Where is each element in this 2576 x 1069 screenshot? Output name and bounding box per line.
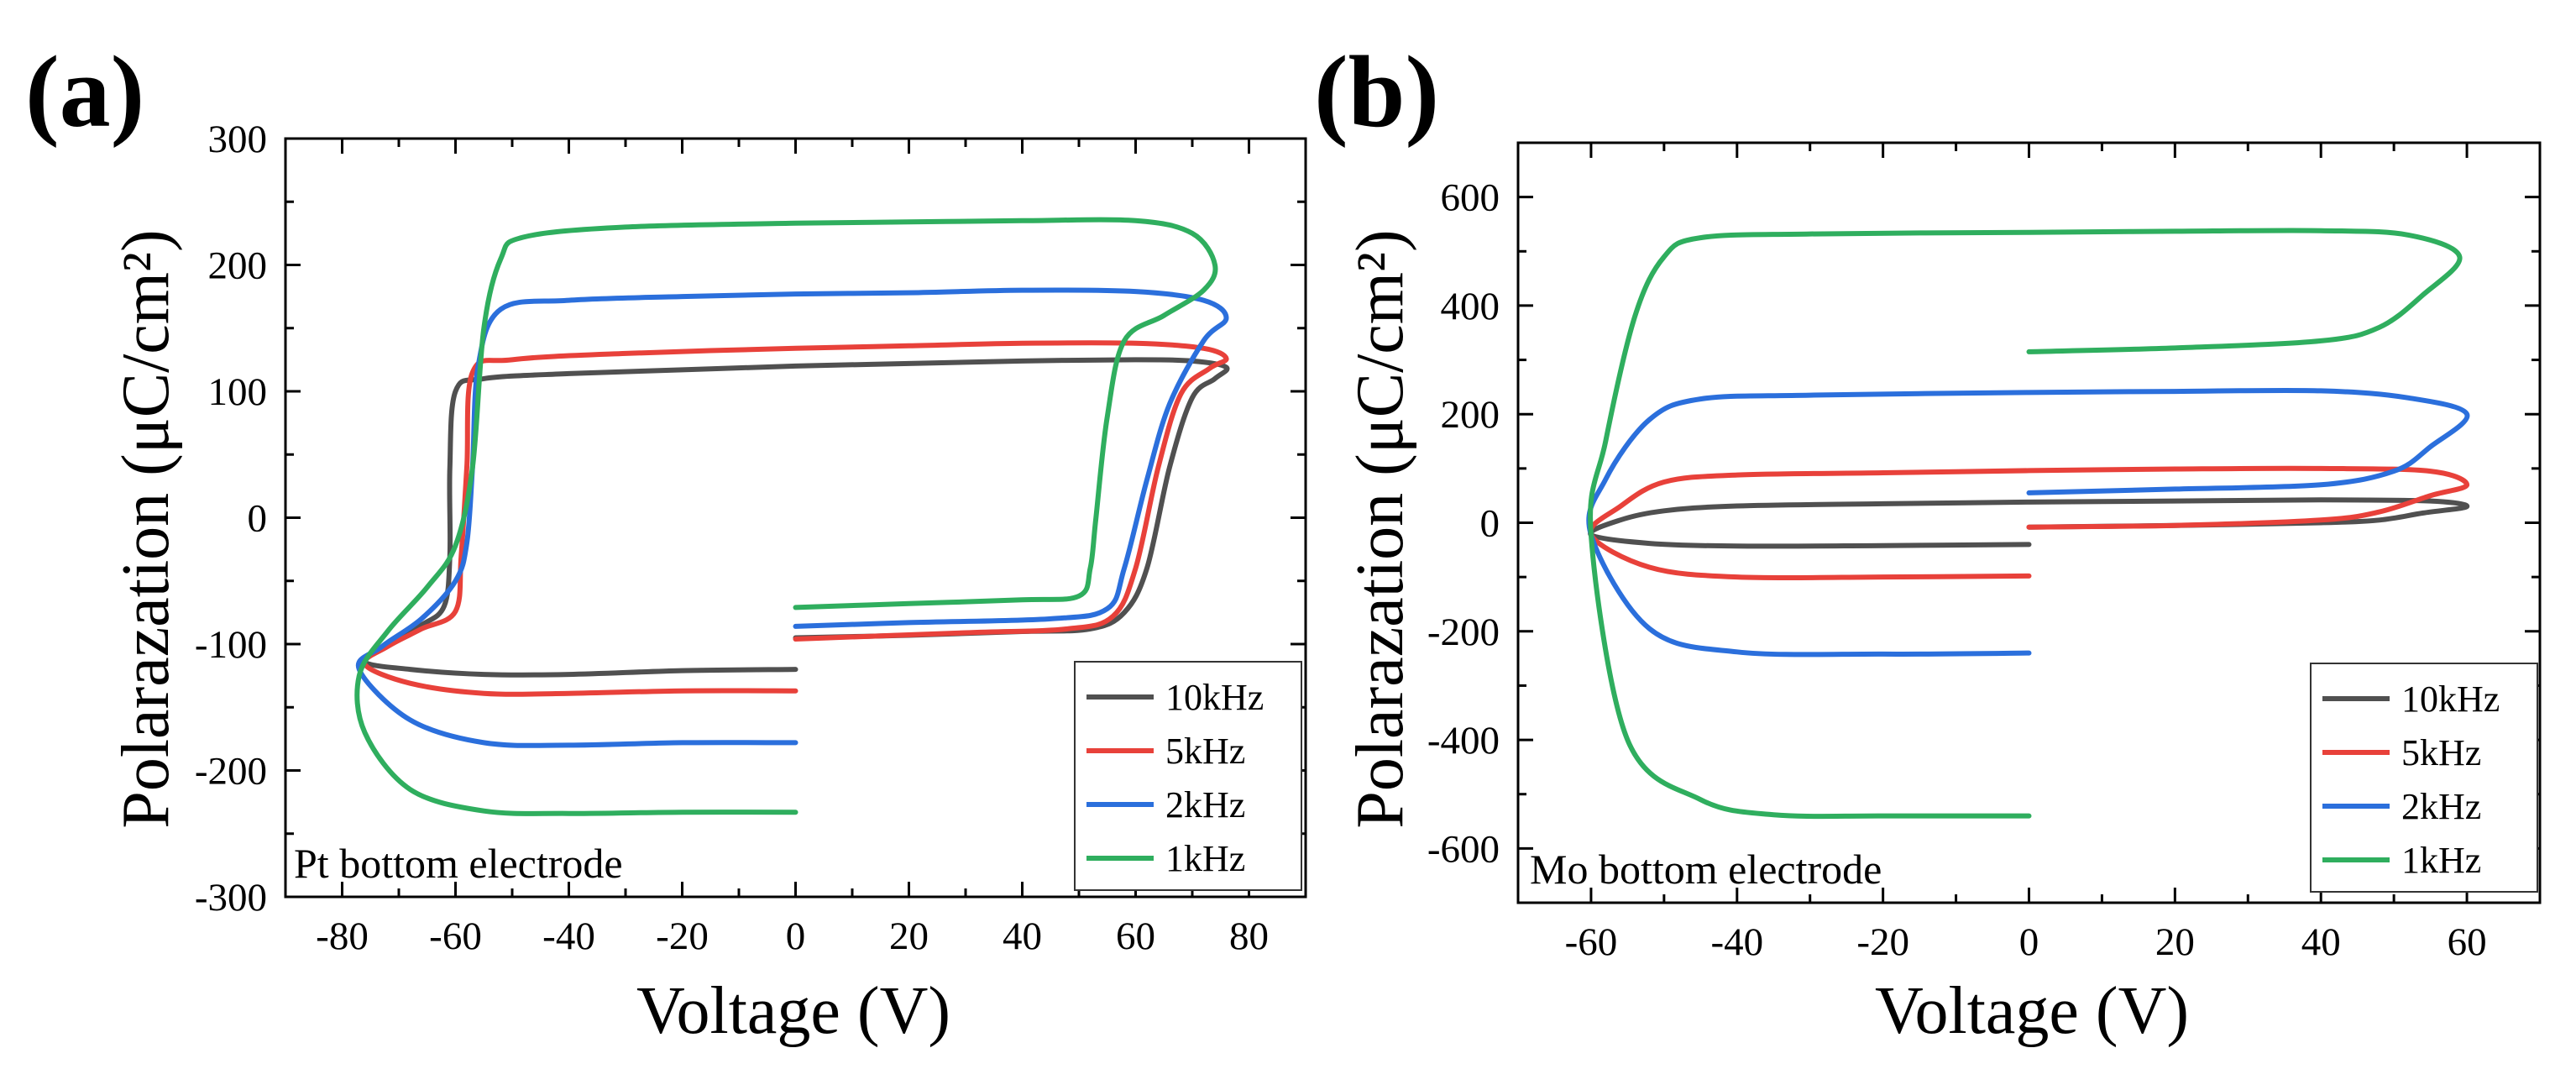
panel-b-legend: 10kHz 5kHz 2kHz 1kHz — [2310, 663, 2538, 893]
panel-b-ytick-label: 0 — [1480, 502, 1500, 546]
panel-b-ytick-label: 400 — [1441, 285, 1500, 328]
panel-a-axes: -80 -60 -40 -20 0 20 40 60 80-300-200-1000100200… — [195, 118, 1307, 958]
panel-b-xtick-label: 40 — [2301, 920, 2341, 964]
panel-a-series-2kHz — [355, 287, 1229, 748]
panel-b-ytick-label: -400 — [1427, 719, 1500, 762]
panel-a-xtick-label: 80 — [1229, 914, 1269, 958]
panel-b-ytick-label: 600 — [1441, 176, 1500, 220]
panel-a-annotation: Pt bottom electrode — [294, 840, 623, 887]
panel-b-legend-label-2kHz: 2kHz — [2401, 786, 2481, 827]
panel-a-series-5kHz — [361, 340, 1229, 697]
panel-a-ytick-label: 0 — [248, 497, 268, 541]
panel-a-series — [354, 217, 1230, 816]
panel-a-ytick-label: 300 — [208, 118, 268, 161]
panel-a-xtick-label: -40 — [542, 914, 595, 958]
panel-b: (b) -60 -40 -20 0 20 40 60-600-400-20002004006… — [1314, 35, 2542, 1048]
panel-a-xtick-label: 0 — [786, 914, 806, 958]
panel-a-xtick-label: 40 — [1003, 914, 1042, 958]
panel-b-xtick-label: 0 — [2019, 920, 2039, 964]
panel-b-series-5kHz — [1588, 465, 2470, 581]
panel-b-ylabel: Polarazation (μC/cm²) — [1343, 229, 1417, 828]
panel-b-xtick-label: 20 — [2155, 920, 2195, 964]
panel-a-legend: 10kHz 5kHz 2kHz 1kHz — [1074, 661, 1302, 891]
panel-a-ytick-label: 200 — [208, 244, 268, 288]
panel-b-letter: (b) — [1314, 35, 1439, 149]
panel-b-annotation: Mo bottom electrode — [1530, 846, 1882, 893]
panel-b-ytick-label: 200 — [1441, 393, 1500, 437]
panel-b-xtick-label: -40 — [1710, 920, 1763, 964]
panel-a-ytick-label: -100 — [195, 623, 267, 667]
panel-a-ylabel: Polarazation (μC/cm²) — [109, 229, 183, 828]
panel-a-xlabel: Voltage (V) — [636, 974, 950, 1048]
panel-b-xtick-label: 60 — [2448, 920, 2487, 964]
panel-b-series — [1586, 228, 2470, 820]
panel-b-legend-box — [2310, 663, 2538, 893]
panel-a-legend-box — [1074, 661, 1302, 891]
panel-b-legend-label-1kHz: 1kHz — [2401, 840, 2481, 881]
panel-a-xtick-label: -60 — [429, 914, 482, 958]
panel-a-xtick-label: 60 — [1116, 914, 1155, 958]
panel-a-xtick-label: -20 — [656, 914, 709, 958]
panel-b-series-2kHz — [1586, 387, 2470, 658]
panel-a-ytick-label: 100 — [208, 370, 268, 414]
panel-b-ytick-label: -600 — [1427, 827, 1500, 871]
panel-a-xtick-label: -80 — [316, 914, 369, 958]
panel-b-legend-label-5kHz: 5kHz — [2401, 732, 2481, 773]
panel-a-series-10kHz — [361, 357, 1230, 678]
panel-a-ytick-label: -300 — [195, 876, 267, 920]
panel-a-letter: (a) — [25, 35, 144, 149]
panel-a-xtick-label: 20 — [889, 914, 929, 958]
panel-a-legend-label-10kHz: 10kHz — [1165, 677, 1264, 718]
panel-b-series-10kHz — [1588, 497, 2470, 549]
panel-a-ytick-label: -200 — [195, 750, 267, 794]
panel-a-legend-label-1kHz: 1kHz — [1165, 838, 1245, 879]
panel-a-series-1kHz — [354, 217, 1218, 816]
panel-b-xtick-label: -60 — [1565, 920, 1618, 964]
panel-a-legend-label-5kHz: 5kHz — [1165, 731, 1245, 772]
panel-a: (a) -80 -60 -40 -20 0 20 40 60 80-300-200-100010… — [25, 35, 1307, 1048]
panel-b-legend-label-10kHz: 10kHz — [2401, 679, 2500, 720]
panel-a-legend-label-2kHz: 2kHz — [1165, 784, 1245, 825]
panel-b-series-1kHz — [1588, 228, 2463, 820]
panel-b-ytick-label: -200 — [1427, 610, 1500, 654]
panel-b-xlabel: Voltage (V) — [1875, 974, 2189, 1048]
panel-b-xtick-label: -20 — [1856, 920, 1909, 964]
